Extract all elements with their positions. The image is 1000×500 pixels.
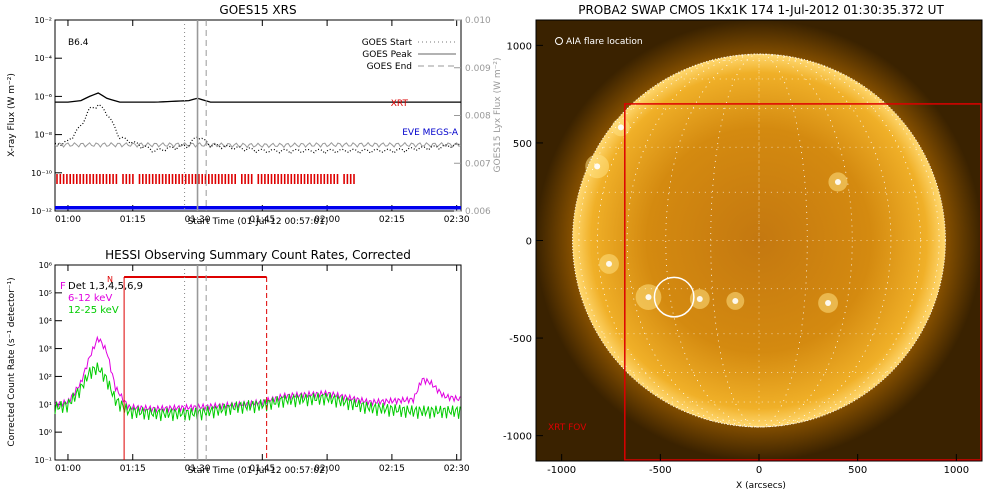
bright-core — [617, 124, 624, 131]
swap-y-tick-label: 1000 — [507, 41, 532, 52]
bright-core — [594, 163, 601, 170]
swap-x-tick-label: 1000 — [944, 465, 969, 476]
goes-y2-tick-label: 0.008 — [465, 112, 491, 122]
legend-goes-end: GOES End — [367, 62, 412, 72]
flare-legend-label: AIA flare location — [566, 37, 643, 47]
hessi-x-tick-label: 01:00 — [55, 464, 81, 474]
goes-y2-tick-label: 0.007 — [465, 159, 491, 169]
hessi-ylabel: Corrected Count Rate (s⁻¹ detector⁻¹) — [7, 277, 17, 446]
hessi-plot-frame — [54, 264, 462, 461]
hessi-xlabel: Start Time (01-Jul-12 00:57:02) — [188, 466, 329, 476]
longitude-line — [626, 53, 892, 428]
swap-y-tick-label: -500 — [509, 334, 532, 345]
hessi-x-tick-label: 01:15 — [120, 464, 146, 474]
hessi-y-tick-label: 10⁶ — [39, 261, 52, 270]
bright-core — [606, 260, 613, 267]
swap-x-tick-label: 500 — [848, 465, 867, 476]
hessi-x-tick-label: 02:30 — [444, 464, 470, 474]
goes-y2-tick-label: 0.006 — [465, 207, 491, 217]
swap-image-panel: PROBA2 SWAP CMOS 1Kx1K 174 1-Jul-2012 01… — [503, 3, 983, 491]
xrt-fov-box — [624, 103, 982, 461]
hessi-y-tick-label: 10⁰ — [39, 428, 52, 437]
goes-class-label: B6.4 — [68, 38, 89, 48]
goes-axis-ticks: 01:00 01:15 01:30 01:45 02:00 02:15 02:30 10⁻¹²… — [31, 16, 491, 225]
goes-y-tick-label: 10⁻⁶ — [34, 92, 52, 101]
bright-core — [696, 296, 703, 303]
bright-core — [834, 178, 841, 185]
hessi-x-tick-label: 02:00 — [314, 464, 340, 474]
bright-core — [645, 294, 652, 301]
longitude-line — [710, 53, 808, 428]
longitude-line — [578, 53, 940, 428]
legend-6-12kev: 6-12 keV — [68, 293, 112, 304]
annotation-xrt: XRT — [391, 99, 409, 109]
goes-x-tick-label: 01:30 — [185, 215, 211, 225]
hessi-y-tick-label: 10⁻¹ — [34, 456, 52, 465]
xrt-fov-label: XRT FOV — [548, 423, 587, 433]
hessi-y-tick-label: 10³ — [39, 345, 52, 354]
goes-y-tick-label: 10⁻¹⁰ — [31, 169, 52, 178]
hessi-y-tick-label: 10² — [39, 372, 52, 381]
hessi-x-tick-label: 02:15 — [379, 464, 405, 474]
hessi-y-tick-label: 10¹ — [39, 400, 52, 409]
xrs-long-series-line — [55, 92, 461, 103]
goes-x-tick-label: 01:45 — [249, 215, 275, 225]
goes-y-tick-label: 10⁻⁴ — [34, 54, 52, 63]
bright-core — [732, 297, 739, 304]
lyx-series-line — [54, 141, 462, 149]
swap-y-tick-label: 500 — [513, 139, 532, 150]
goes-title: GOES15 XRS — [219, 3, 296, 17]
hessi-12-25kev-line — [54, 362, 461, 422]
legend-12-25kev: 12-25 keV — [68, 305, 119, 316]
legend-det: Det 1,3,4,5,6,9 — [68, 281, 143, 292]
swap-y-tick-label: -1000 — [503, 432, 532, 443]
goes-x-tick-label: 01:15 — [120, 215, 146, 225]
goes-y2-tick-label: 0.009 — [465, 64, 491, 74]
hessi-6-12kev-line — [54, 335, 461, 414]
flare-location-marker — [653, 276, 695, 318]
goes-x-tick-label: 02:00 — [314, 215, 340, 225]
hessi-y-tick-label: 10⁵ — [39, 289, 52, 298]
goes-legend: GOES Start GOES Peak GOES End — [362, 38, 456, 72]
legend-goes-peak: GOES Peak — [362, 50, 412, 60]
flare-legend-marker — [555, 37, 563, 45]
hessi-title: HESSI Observing Summary Count Rates, Cor… — [105, 248, 411, 262]
goes-series — [54, 20, 462, 211]
goes-ylabel: X-ray Flux (W m⁻²) — [7, 73, 17, 157]
hessi-flag-f: F — [60, 281, 66, 292]
goes-x-tick-label: 01:00 — [55, 215, 81, 225]
swap-xlabel: X (arcsecs) — [736, 481, 786, 491]
goes-y-tick-label: 10⁻⁸ — [34, 131, 52, 140]
goes-y-tick-label: 10⁻² — [34, 16, 52, 25]
hessi-x-tick-label: 01:45 — [249, 464, 275, 474]
goes-x-tick-label: 02:15 — [379, 215, 405, 225]
hessi-panel: HESSI Observing Summary Count Rates, Cor… — [7, 248, 470, 476]
heliographic-grid — [572, 53, 946, 428]
hessi-series — [54, 265, 461, 460]
swap-x-tick-label: -500 — [649, 465, 672, 476]
active-regions — [585, 118, 848, 313]
goes-y2label: GOES15 Lyx Flux (W m⁻²) — [493, 58, 503, 173]
hessi-y-tick-label: 10⁴ — [39, 317, 52, 326]
swap-y-tick-label: 0 — [526, 237, 532, 248]
xrs-short-series-line — [54, 103, 462, 155]
swap-x-tick-label: 0 — [756, 465, 762, 476]
goes-xrs-panel: GOES15 XRS 01:00 01:15 01:30 01:45 02:00 02:1… — [7, 3, 503, 227]
goes-xlabel: Start Time (01-Jul-12 00:57:01) — [188, 217, 329, 227]
swap-axis-ticks: -1000 -500 0 500 1000 -1000 -500 0 500 1000 — [503, 41, 969, 476]
goes-x-tick-label: 02:30 — [444, 215, 470, 225]
annotation-eve: EVE MEGS-A — [402, 128, 459, 138]
solar-limb — [572, 53, 946, 428]
swap-x-tick-label: -1000 — [547, 465, 576, 476]
goes-y2-tick-label: 0.010 — [465, 16, 491, 26]
swap-title: PROBA2 SWAP CMOS 1Kx1K 174 1-Jul-2012 01… — [578, 3, 944, 17]
bright-core — [825, 299, 832, 306]
eve-coverage-bar — [55, 206, 461, 210]
hessi-flag-n: N — [107, 275, 113, 284]
goes-y-tick-label: 10⁻¹² — [31, 207, 52, 216]
hessi-x-tick-label: 01:30 — [185, 464, 211, 474]
legend-goes-start: GOES Start — [362, 38, 413, 48]
